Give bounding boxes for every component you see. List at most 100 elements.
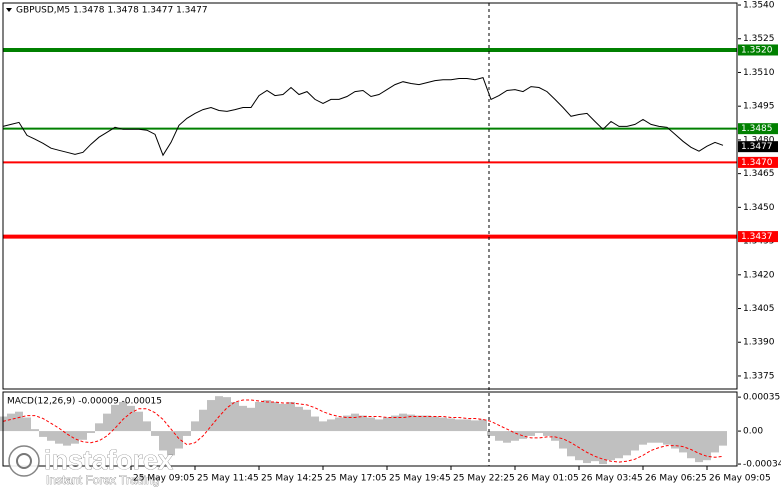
macd-bar [511, 431, 519, 441]
macd-bar [7, 413, 15, 432]
macd-bar [703, 431, 711, 461]
macd-bar [407, 414, 415, 432]
level-label: 1.3520 [741, 45, 773, 55]
macd-bar [575, 431, 583, 461]
macd-bar [295, 406, 303, 432]
level-tag [738, 156, 778, 168]
macd-bar [463, 419, 471, 432]
macd-bar [567, 431, 575, 457]
macd-bar [711, 431, 719, 453]
macd-bar [127, 405, 135, 432]
y-tick-label: 0.00 [743, 427, 763, 437]
macd-bar [343, 415, 351, 432]
menu-triangle [6, 8, 12, 12]
macd-bar [279, 403, 287, 432]
macd-bar [671, 431, 679, 449]
macd-bar [695, 431, 703, 463]
signal-line [2, 399, 724, 463]
macd-bar [111, 404, 119, 432]
macd-bar [591, 431, 599, 462]
y-tick-label: 1.3525 [743, 34, 775, 44]
macd-bar [615, 431, 623, 459]
level-tag [738, 123, 778, 135]
macd-bar [79, 431, 87, 440]
macd-bar [319, 421, 327, 432]
macd-bar [199, 409, 207, 432]
logo [8, 445, 40, 477]
macd-bar [431, 416, 439, 432]
watermark-tagline: Instant Forex Trading [46, 473, 159, 487]
macd-bar [15, 411, 23, 432]
macd-bar [383, 417, 391, 432]
main-frame [2, 2, 738, 390]
macd-bar [23, 417, 31, 432]
macd-bar [55, 431, 63, 444]
macd-bar [95, 423, 103, 432]
x-tick-label: 25 May 09:05 [133, 474, 195, 484]
last-price-label: 1.3477 [741, 142, 773, 152]
macd-bar [391, 415, 399, 432]
macd-bar [535, 431, 543, 434]
macd-bar [551, 431, 559, 441]
macd-bar [687, 431, 695, 459]
macd-bar [255, 401, 263, 432]
macd-bar [455, 419, 463, 432]
y-tick-label: -0.00034 [743, 460, 781, 470]
macd-bar [247, 407, 255, 432]
macd-bar [135, 411, 143, 432]
macd-bar [143, 421, 151, 432]
macd-bar [503, 431, 511, 443]
y-tick-label: 1.3480 [743, 135, 775, 145]
last-price-tag [738, 141, 778, 153]
macd-bar [415, 415, 423, 432]
macd-bar [543, 431, 551, 436]
macd-bar [175, 431, 183, 449]
macd-bar [719, 431, 727, 446]
y-tick-label: 1.3450 [743, 203, 775, 213]
macd-frame [2, 391, 738, 467]
macd-bar [327, 419, 335, 432]
macd-bar [439, 417, 447, 432]
macd-bar [679, 431, 687, 453]
macd-bar [119, 401, 127, 432]
y-tick-label: 1.3465 [743, 169, 775, 179]
macd-bar [39, 431, 47, 437]
x-tick-label: 25 May 17:05 [325, 474, 387, 484]
macd-bar [31, 429, 39, 432]
macd-bar [335, 417, 343, 432]
macd-bar [359, 415, 367, 432]
macd-bar [559, 431, 567, 449]
macd-bar [263, 400, 271, 432]
macd-bar [663, 431, 671, 445]
x-tick-label: 26 May 06:25 [645, 474, 707, 484]
macd-bar [151, 431, 159, 436]
y-tick-label: 1.3375 [743, 371, 775, 381]
macd-bar [495, 431, 503, 441]
y-tick-label: 1.3510 [743, 68, 775, 78]
macd-bar [207, 400, 215, 432]
macd-bar [271, 401, 279, 432]
x-tick-label: 26 May 09:05 [709, 474, 771, 484]
macd-bar [287, 401, 295, 432]
macd-bar [599, 431, 607, 465]
macd-bar [191, 421, 199, 432]
macd-bar [183, 431, 191, 436]
macd-bar [367, 417, 375, 432]
x-tick-label: 25 May 22:25 [453, 474, 515, 484]
macd-bar [399, 413, 407, 432]
y-tick-label: 1.3405 [743, 304, 775, 314]
macd-bar [479, 419, 487, 432]
level-label: 1.3437 [741, 232, 773, 242]
macd-bar [223, 397, 231, 432]
logo-inner [16, 453, 32, 469]
x-tick-label: 26 May 03:45 [581, 474, 643, 484]
macd-bar [623, 431, 631, 456]
x-tick-label: 25 May 14:25 [261, 474, 323, 484]
macd-bar [607, 431, 615, 461]
level-label: 1.3470 [741, 158, 773, 168]
plot-area [0, 47, 737, 465]
chart-title: GBPUSD,M5 1.3478 1.3478 1.3477 1.3477 [16, 6, 208, 16]
macd-bar [87, 431, 95, 434]
y-tick-label: 1.3495 [743, 102, 775, 112]
